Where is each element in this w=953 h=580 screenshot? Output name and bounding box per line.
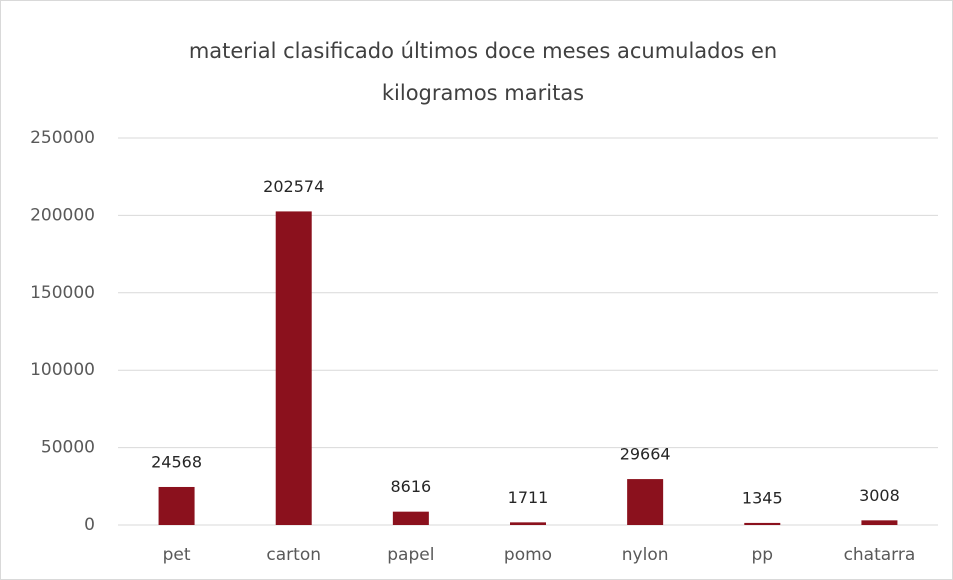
y-tick-label: 150000 <box>30 283 95 303</box>
data-label: 3008 <box>859 486 900 505</box>
x-tick-label: papel <box>387 545 434 565</box>
y-tick-label: 0 <box>84 515 95 535</box>
chart-title: material clasificado últimos doce meses … <box>188 39 778 105</box>
data-label: 24568 <box>151 452 202 471</box>
data-label: 8616 <box>390 477 431 496</box>
data-label: 202574 <box>263 177 324 196</box>
data-label: 1345 <box>742 488 783 507</box>
data-label: 29664 <box>620 445 671 464</box>
x-tick-label: pomo <box>504 545 552 565</box>
y-tick-label: 50000 <box>41 438 95 458</box>
bar <box>744 522 781 525</box>
x-tick-label: pet <box>163 545 191 565</box>
x-tick-label: carton <box>266 545 321 565</box>
bar <box>861 520 898 525</box>
y-tick-label: 100000 <box>30 360 95 380</box>
data-label: 1711 <box>508 488 549 507</box>
bar <box>392 511 429 525</box>
x-tick-label: pp <box>751 545 773 565</box>
y-tick-label: 200000 <box>30 205 95 225</box>
y-tick-label: 250000 <box>30 128 95 148</box>
bar <box>158 486 195 525</box>
bar <box>627 479 664 525</box>
bar <box>510 522 546 525</box>
bar <box>275 211 312 525</box>
x-tick-label: nylon <box>622 545 669 565</box>
x-tick-label: chatarra <box>844 545 916 565</box>
